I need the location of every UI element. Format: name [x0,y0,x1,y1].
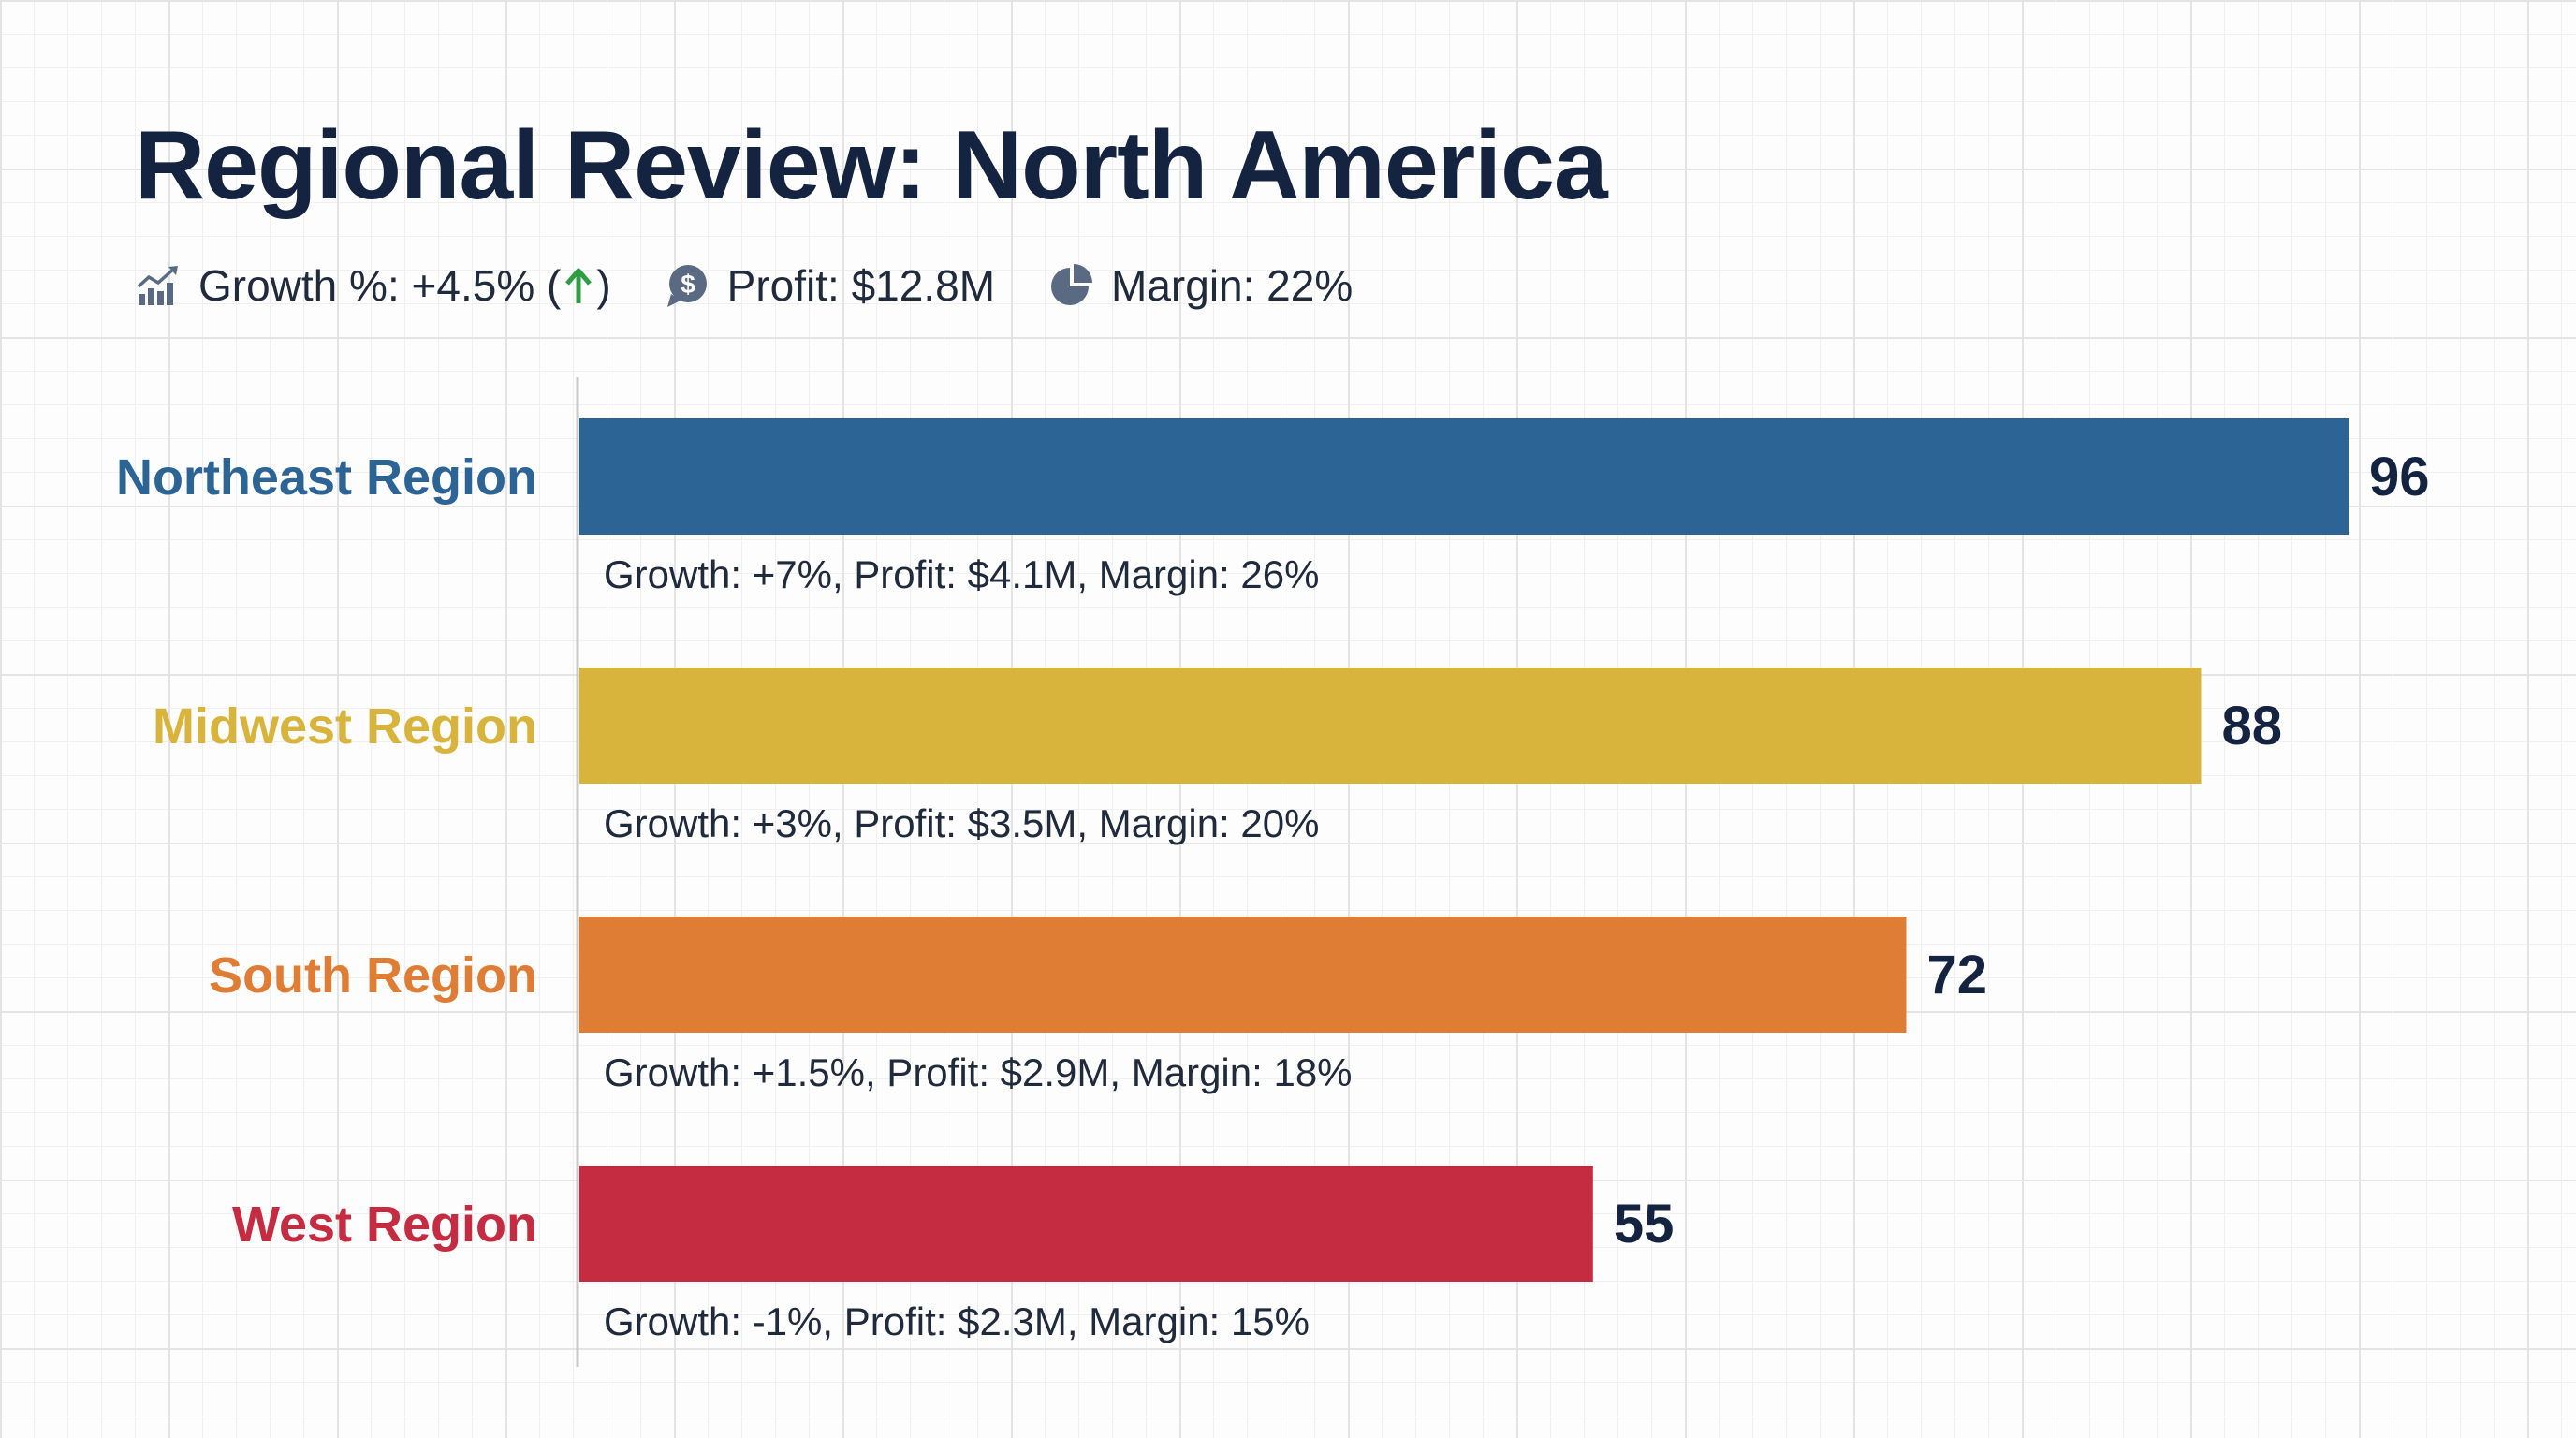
bar-west-region [579,1166,1593,1282]
kpi-summary-row: Growth %: +4.5% ( ) $ Profit: $12.8M Mar… [135,253,1405,318]
kpi-growth: Growth %: +4.5% ( ) [135,260,611,311]
detail-label-south-region: Growth: +1.5%, Profit: $2.9M, Margin: 18… [604,1050,1353,1094]
kpi-margin: Margin: 22% [1047,260,1353,311]
kpi-growth-close: ) [596,261,611,310]
pie-chart-icon [1051,264,1093,305]
dollar-coin-icon: $ [666,265,707,307]
detail-label-northeast-region: Growth: +7%, Profit: $4.1M, Margin: 26% [604,552,1320,596]
value-label-south-region: 72 [1927,945,1988,1005]
category-label-south-region: South Region [209,947,537,1004]
kpi-growth-arrow [561,266,596,305]
kpi-profit-text: Profit: $12.8M [726,261,996,310]
svg-text:$: $ [681,270,695,299]
page-title: Regional Review: North America [135,111,1608,220]
bar-northeast-region [579,418,2349,535]
value-label-west-region: 55 [1614,1194,1675,1255]
growth-chart-icon [137,266,178,305]
category-label-midwest-region: Midwest Region [153,698,537,755]
bar-south-region [579,917,1907,1033]
kpi-margin-text: Margin: 22% [1111,261,1354,310]
value-label-northeast-region: 96 [2369,447,2430,507]
category-label-west-region: West Region [232,1196,537,1253]
detail-label-midwest-region: Growth: +3%, Profit: $3.5M, Margin: 20% [604,801,1320,845]
detail-label-west-region: Growth: -1%, Profit: $2.3M, Margin: 15% [604,1299,1310,1343]
category-label-northeast-region: Northeast Region [116,449,537,506]
kpi-growth-text: Growth %: +4.5% ( [198,261,562,310]
bars-layer: Northeast Region 96 Growth: +7%, Profit: $… [116,418,2430,1343]
up-arrow-icon [565,268,593,303]
value-label-midwest-region: 88 [2222,696,2283,756]
kpi-profit: $ Profit: $12.8M [664,260,995,311]
bar-midwest-region [579,668,2202,784]
